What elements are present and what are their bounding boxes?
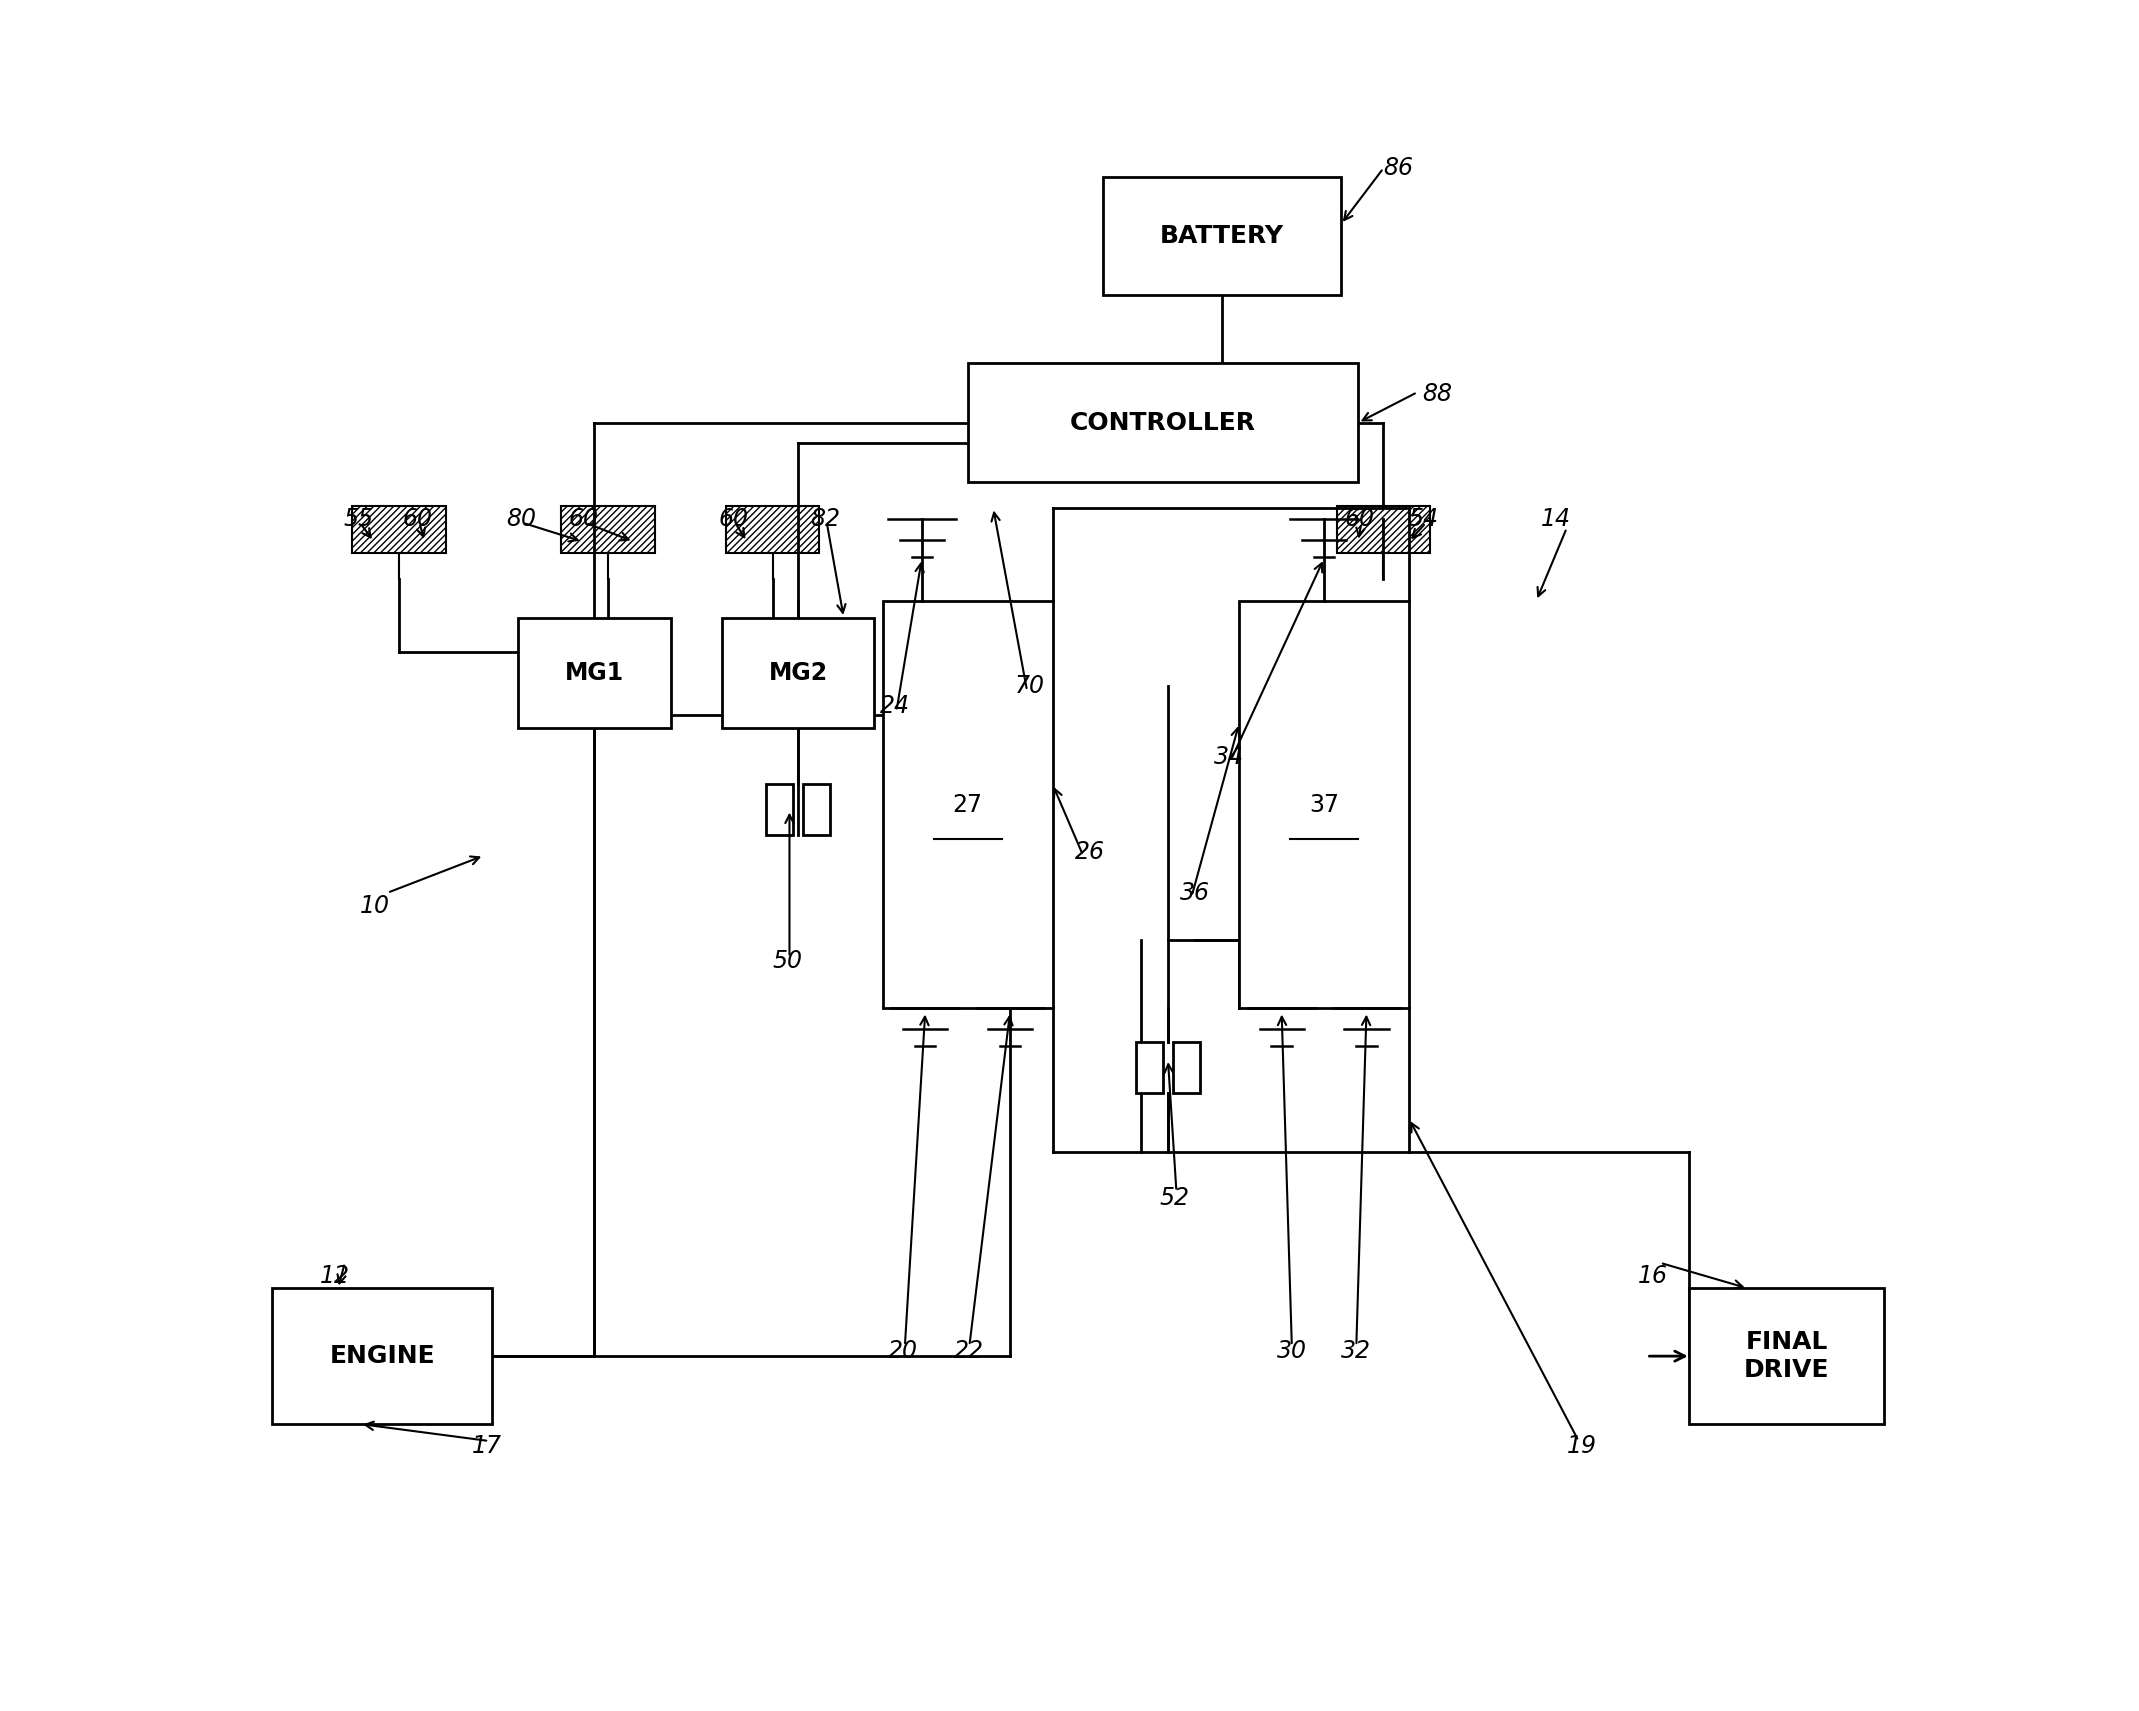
Bar — [1238, 601, 1410, 1008]
Bar — [725, 506, 819, 553]
Text: 12: 12 — [319, 1264, 349, 1288]
Text: 52: 52 — [1159, 1186, 1189, 1210]
Text: 86: 86 — [1384, 156, 1414, 180]
Bar — [1136, 1042, 1164, 1093]
Text: 36: 36 — [1181, 881, 1211, 905]
Text: 22: 22 — [954, 1340, 984, 1364]
Bar — [967, 363, 1358, 483]
Bar — [353, 506, 445, 553]
Bar — [766, 784, 794, 835]
Text: 80: 80 — [507, 508, 537, 532]
Text: 10: 10 — [359, 895, 389, 919]
Text: MG2: MG2 — [768, 660, 828, 684]
Text: 60: 60 — [719, 508, 749, 532]
Text: 54: 54 — [1410, 508, 1440, 532]
Text: 60: 60 — [569, 508, 599, 532]
Text: 20: 20 — [888, 1340, 918, 1364]
Bar — [518, 618, 672, 729]
Text: CONTROLLER: CONTROLLER — [1070, 411, 1256, 435]
Bar — [1337, 506, 1431, 553]
Bar — [802, 784, 830, 835]
Text: 16: 16 — [1638, 1264, 1668, 1288]
Text: 30: 30 — [1277, 1340, 1307, 1364]
Bar — [1690, 1288, 1884, 1424]
Text: 50: 50 — [772, 948, 802, 974]
Text: 37: 37 — [1309, 792, 1339, 816]
Text: 82: 82 — [811, 508, 841, 532]
Text: 24: 24 — [879, 695, 909, 719]
Text: MG1: MG1 — [565, 660, 625, 684]
Text: ENGINE: ENGINE — [329, 1345, 434, 1369]
Bar — [883, 601, 1052, 1008]
Bar — [272, 1288, 492, 1424]
Text: 32: 32 — [1341, 1340, 1371, 1364]
Text: 19: 19 — [1566, 1434, 1596, 1458]
Text: 60: 60 — [1345, 508, 1375, 532]
Text: 88: 88 — [1422, 382, 1452, 406]
Text: 55: 55 — [342, 508, 372, 532]
Bar — [1104, 176, 1341, 296]
Text: FINAL
DRIVE: FINAL DRIVE — [1743, 1329, 1829, 1382]
Text: 34: 34 — [1213, 744, 1243, 768]
Bar — [1172, 1042, 1200, 1093]
Text: 14: 14 — [1542, 508, 1572, 532]
Bar — [721, 618, 875, 729]
Bar — [560, 506, 655, 553]
Text: 17: 17 — [473, 1434, 503, 1458]
Text: 26: 26 — [1074, 840, 1104, 864]
Text: 27: 27 — [952, 792, 982, 816]
Text: 60: 60 — [402, 508, 432, 532]
Text: 70: 70 — [1016, 674, 1046, 698]
Text: BATTERY: BATTERY — [1159, 224, 1283, 248]
